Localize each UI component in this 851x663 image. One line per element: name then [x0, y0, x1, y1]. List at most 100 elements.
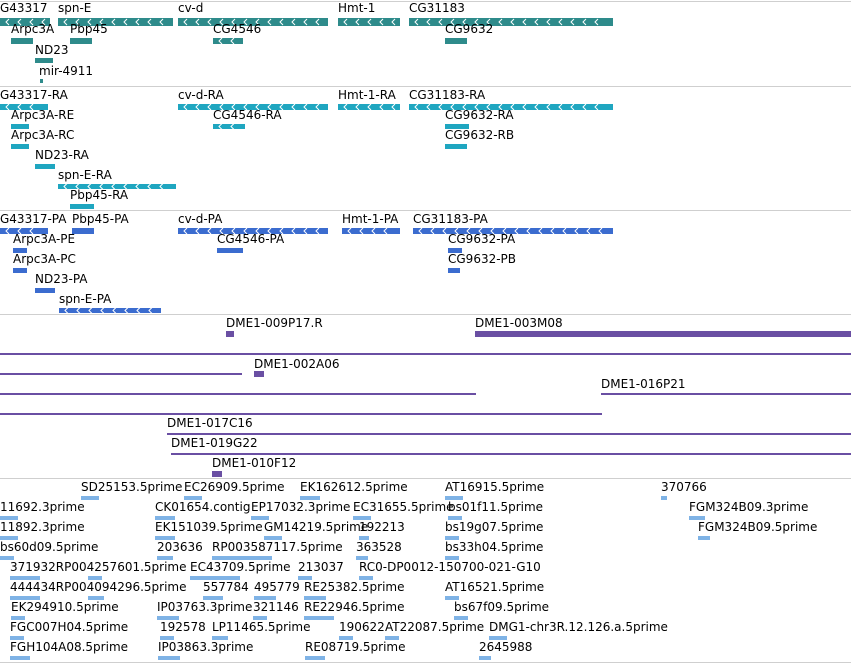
feature-glyph[interactable] [413, 228, 613, 234]
feature-glyph[interactable] [59, 308, 161, 313]
feature-ests[interactable]: EP17032.3prime [251, 500, 350, 520]
feature-clones[interactable]: DME1-019G22 [171, 436, 851, 455]
feature-ests[interactable]: RP003587117.5prime [212, 540, 343, 560]
feature-glyph[interactable] [661, 496, 667, 500]
feature-clones[interactable]: DME1-017C16 [167, 416, 851, 435]
feature-ests[interactable]: AT22087.5prime [385, 620, 484, 640]
feature-ests[interactable]: DMG1-chr3R.12.126.a.5prime [489, 620, 668, 640]
feature-glyph[interactable] [184, 496, 202, 500]
feature-ests[interactable]: EK294910.5prime [11, 600, 119, 620]
feature-glyph[interactable] [213, 124, 245, 129]
feature-glyph[interactable] [88, 576, 102, 580]
feature-glyph[interactable] [13, 268, 27, 273]
feature-glyph[interactable] [178, 18, 328, 26]
feature-glyph[interactable] [0, 228, 48, 234]
feature-glyph[interactable] [10, 656, 30, 660]
feature-glyph[interactable] [10, 576, 40, 580]
feature-genes[interactable]: Arpc3A [11, 22, 55, 44]
feature-ests[interactable]: AT16915.5prime [445, 480, 544, 500]
feature-genes[interactable]: CG9632 [445, 22, 493, 44]
feature-glyph[interactable] [160, 636, 174, 640]
feature-ests[interactable]: 192213 [359, 520, 405, 540]
feature-glyph[interactable] [298, 576, 312, 580]
feature-ests[interactable]: FGM324B09.5prime [698, 520, 817, 540]
feature-glyph[interactable] [445, 556, 459, 560]
feature-ests[interactable]: EC26909.5prime [184, 480, 285, 500]
feature-glyph[interactable] [13, 248, 27, 253]
feature-glyph[interactable] [190, 576, 240, 580]
feature-glyph[interactable] [213, 38, 243, 44]
feature-glyph[interactable] [489, 636, 507, 640]
feature-transcripts[interactable]: Arpc3A-RE [11, 108, 74, 129]
feature-glyph[interactable] [72, 228, 94, 234]
feature-transcripts[interactable]: Pbp45-RA [70, 188, 129, 209]
feature-glyph[interactable] [385, 636, 399, 640]
feature-clones[interactable] [0, 353, 851, 355]
feature-clones[interactable] [0, 413, 602, 415]
feature-glyph[interactable] [70, 38, 92, 44]
feature-ests[interactable]: 11892.3prime [0, 520, 85, 540]
feature-transcripts[interactable]: CG9632-RB [445, 128, 514, 149]
feature-transcripts[interactable]: Arpc3A-RC [11, 128, 74, 149]
feature-glyph[interactable] [689, 516, 705, 520]
feature-glyph[interactable] [58, 184, 176, 189]
feature-proteins[interactable]: Arpc3A-PE [13, 232, 75, 253]
feature-glyph[interactable] [155, 536, 175, 540]
feature-ests[interactable]: SD25153.5prime [81, 480, 182, 500]
feature-glyph[interactable] [304, 616, 334, 620]
feature-proteins[interactable]: spn-E-PA [59, 292, 161, 314]
feature-proteins[interactable]: Hmt-1-PA [342, 212, 400, 235]
feature-ests[interactable]: bs67f09.5prime [454, 600, 549, 620]
feature-ests[interactable]: 321146 [253, 600, 299, 620]
feature-proteins[interactable]: G43317-PA [0, 212, 67, 235]
feature-ests[interactable]: bs60d09.5prime [0, 540, 98, 560]
feature-glyph[interactable] [353, 516, 371, 520]
feature-ests[interactable]: FGH104A08.5prime [10, 640, 128, 660]
feature-glyph[interactable] [0, 104, 48, 110]
feature-glyph[interactable] [10, 636, 24, 640]
feature-clones[interactable]: DME1-002A06 [0, 357, 340, 377]
feature-glyph[interactable] [300, 496, 320, 500]
feature-glyph[interactable] [251, 516, 269, 520]
feature-glyph[interactable] [40, 79, 43, 83]
feature-transcripts[interactable]: cv-d-RA [178, 88, 328, 111]
feature-proteins[interactable]: cv-d-PA [178, 212, 328, 235]
feature-ests[interactable]: bs33h04.5prime [445, 540, 543, 560]
feature-glyph[interactable] [58, 18, 173, 26]
feature-glyph[interactable] [356, 556, 368, 560]
feature-genes[interactable]: G43317 [0, 1, 50, 26]
feature-ests[interactable]: IP03763.3prime [157, 600, 252, 620]
feature-ests[interactable]: 363528 [356, 540, 402, 560]
feature-ests[interactable]: 190622 [339, 620, 385, 640]
feature-genes[interactable]: CG4546 [213, 22, 261, 45]
feature-glyph[interactable] [339, 636, 353, 640]
feature-glyph[interactable] [226, 331, 234, 337]
feature-glyph[interactable] [217, 248, 243, 253]
feature-glyph[interactable] [178, 104, 328, 110]
feature-glyph[interactable] [10, 596, 40, 600]
feature-proteins[interactable]: CG9632-PA [448, 232, 516, 253]
feature-glyph[interactable] [70, 204, 94, 209]
feature-glyph[interactable] [305, 656, 325, 660]
feature-ests[interactable]: GM14219.5prime [264, 520, 368, 540]
feature-glyph[interactable] [454, 616, 468, 620]
feature-clones[interactable]: DME1-016P21 [0, 377, 851, 395]
feature-glyph[interactable] [698, 536, 710, 540]
feature-ests[interactable]: 2645988 [479, 640, 532, 660]
feature-glyph[interactable] [158, 656, 180, 660]
feature-proteins[interactable]: Arpc3A-PC [13, 252, 76, 273]
feature-glyph[interactable] [264, 536, 282, 540]
feature-glyph[interactable] [155, 516, 175, 520]
feature-glyph[interactable] [157, 616, 179, 620]
feature-glyph[interactable] [0, 18, 50, 26]
feature-genes[interactable]: ND23 [35, 43, 69, 63]
feature-ests[interactable]: bs19g07.5prime [445, 520, 543, 540]
feature-glyph[interactable] [212, 636, 228, 640]
feature-glyph[interactable] [445, 38, 467, 44]
feature-glyph[interactable] [304, 596, 326, 600]
feature-ests[interactable]: 11692.3prime [0, 500, 85, 520]
feature-glyph[interactable] [475, 331, 851, 337]
feature-ests[interactable]: CK01654.contig [155, 500, 250, 520]
feature-glyph[interactable] [212, 471, 222, 477]
feature-clones[interactable]: DME1-010F12 [212, 456, 296, 477]
